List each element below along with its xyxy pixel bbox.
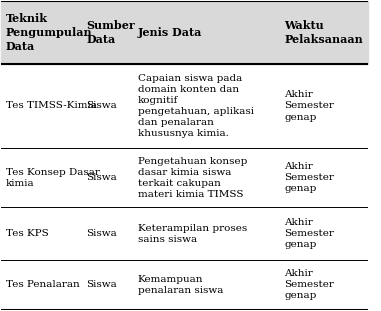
Text: Tes TIMSS-Kimia: Tes TIMSS-Kimia (6, 101, 97, 110)
Text: Jenis Data: Jenis Data (138, 27, 202, 38)
Text: Capaian siswa pada
domain konten dan
kognitif
pengetahuan, aplikasi
dan penalara: Capaian siswa pada domain konten dan kog… (138, 74, 254, 138)
Text: Siswa: Siswa (86, 173, 117, 182)
Text: Teknik
Pengumpulan
Data: Teknik Pengumpulan Data (6, 13, 93, 52)
Text: Tes Penalaran: Tes Penalaran (6, 280, 80, 289)
Text: Siswa: Siswa (86, 280, 117, 289)
Text: Akhir
Semester
genap: Akhir Semester genap (285, 162, 335, 193)
Text: Akhir
Semester
genap: Akhir Semester genap (285, 269, 335, 300)
Text: Keterampilan proses
sains siswa: Keterampilan proses sains siswa (138, 224, 247, 244)
Bar (2, 1, 368, 64)
Text: Tes Konsep Dasar
kimia: Tes Konsep Dasar kimia (6, 168, 100, 188)
Text: Pengetahuan konsep
dasar kimia siswa
terkait cakupan
materi kimia TIMSS: Pengetahuan konsep dasar kimia siswa ter… (138, 157, 247, 199)
Text: Sumber
Data: Sumber Data (86, 20, 135, 45)
Text: Siswa: Siswa (86, 101, 117, 110)
Text: Akhir
Semester
genap: Akhir Semester genap (285, 218, 335, 249)
Text: Siswa: Siswa (86, 229, 117, 238)
Text: Kemampuan
penalaran siswa: Kemampuan penalaran siswa (138, 275, 223, 295)
Text: Tes KPS: Tes KPS (6, 229, 48, 238)
Text: Akhir
Semester
genap: Akhir Semester genap (285, 91, 335, 122)
Text: Waktu
Pelaksanaan: Waktu Pelaksanaan (285, 20, 363, 45)
